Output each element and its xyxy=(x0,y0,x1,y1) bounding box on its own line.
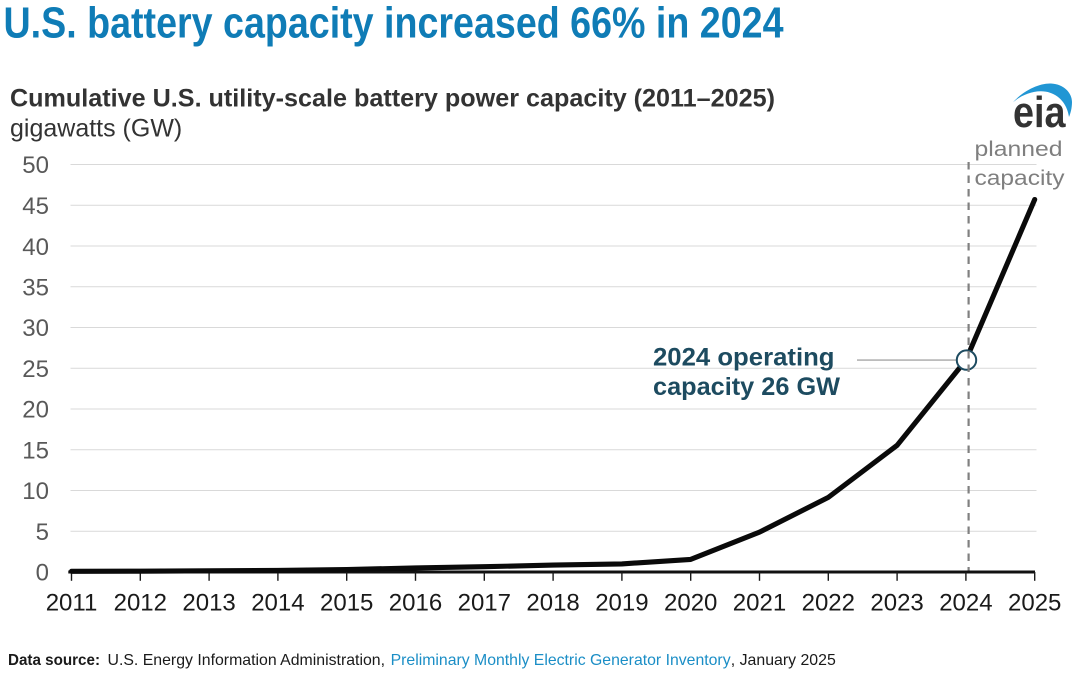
svg-text:2017: 2017 xyxy=(458,590,511,617)
svg-text:2025: 2025 xyxy=(1008,590,1061,617)
svg-text:2022: 2022 xyxy=(802,590,855,617)
svg-text:, January 2025: , January 2025 xyxy=(731,652,836,669)
svg-text:2011: 2011 xyxy=(46,590,98,617)
svg-text:5: 5 xyxy=(36,519,49,546)
svg-text:35: 35 xyxy=(22,275,49,302)
svg-text:2018: 2018 xyxy=(526,590,579,617)
svg-text:2013: 2013 xyxy=(182,590,235,617)
svg-text:2024 operating: 2024 operating xyxy=(653,344,835,372)
svg-text:45: 45 xyxy=(22,193,49,220)
svg-text:30: 30 xyxy=(22,315,49,342)
svg-text:planned: planned xyxy=(975,138,1063,161)
svg-text:2019: 2019 xyxy=(595,590,648,617)
svg-text:2015: 2015 xyxy=(320,590,373,617)
svg-text:U.S. battery capacity increase: U.S. battery capacity increased 66% in 2… xyxy=(4,0,784,48)
svg-text:U.S. Energy Information Admini: U.S. Energy Information Administration, xyxy=(108,652,386,669)
svg-text:15: 15 xyxy=(22,438,49,465)
svg-text:capacity 26 GW: capacity 26 GW xyxy=(653,373,840,401)
svg-text:2021: 2021 xyxy=(733,590,786,617)
svg-text:Cumulative U.S. utility-scale: Cumulative U.S. utility-scale battery po… xyxy=(10,85,775,113)
svg-text:gigawatts (GW): gigawatts (GW) xyxy=(10,115,182,143)
svg-text:eia: eia xyxy=(1013,88,1066,137)
svg-text:2020: 2020 xyxy=(664,590,717,617)
svg-text:50: 50 xyxy=(22,152,49,179)
svg-text:Preliminary Monthly Electric G: Preliminary Monthly Electric Generator I… xyxy=(391,652,731,669)
svg-text:Data source:: Data source: xyxy=(8,652,100,669)
svg-text:25: 25 xyxy=(22,356,49,383)
svg-text:2014: 2014 xyxy=(251,590,304,617)
svg-text:capacity: capacity xyxy=(975,167,1066,190)
svg-text:20: 20 xyxy=(22,397,49,424)
svg-text:40: 40 xyxy=(22,234,49,261)
svg-text:2012: 2012 xyxy=(114,590,167,617)
svg-text:10: 10 xyxy=(22,478,49,505)
svg-text:0: 0 xyxy=(36,560,49,587)
svg-text:2016: 2016 xyxy=(389,590,442,617)
svg-text:2023: 2023 xyxy=(870,590,923,617)
svg-text:2024: 2024 xyxy=(939,590,992,617)
